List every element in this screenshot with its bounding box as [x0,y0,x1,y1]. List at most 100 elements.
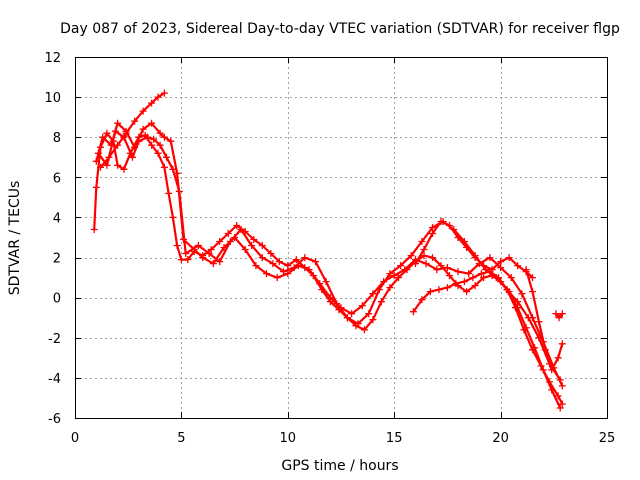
data-point [224,230,232,237]
data-point [129,153,136,161]
data-point [150,135,158,143]
data-point [301,254,309,262]
data-point [407,252,415,260]
data-point [422,260,430,268]
data-point [514,298,522,306]
data-point [465,270,473,278]
data-point [139,107,147,115]
data-point [169,213,177,221]
data-point [169,165,177,173]
data-point [433,266,441,274]
data-point [452,280,460,288]
data-point [258,242,266,249]
data-point [529,288,536,296]
data-point [358,302,366,310]
data-point [269,260,277,268]
data-point [397,262,405,270]
data-point [258,254,266,262]
y-tick-label: 4 [53,211,61,226]
data-point [454,234,462,241]
y-tick-label: -6 [48,412,61,427]
tick-layer [75,57,608,419]
data-point [369,290,377,298]
data-point [469,274,477,282]
chart-title: Day 087 of 2023, Sidereal Day-to-day VTE… [60,21,620,37]
data-point [471,254,479,262]
data-point [369,316,377,324]
data-point [395,274,402,282]
data-point [154,93,162,101]
data-point [390,272,398,280]
data-point [160,133,168,141]
data-point [420,246,428,253]
data-point [160,89,168,97]
data-point [160,163,168,171]
data-point [284,270,292,278]
data-point [148,141,156,149]
data-point [333,300,341,308]
data-point [463,288,471,296]
data-point [512,304,519,312]
data-point [263,270,270,278]
series-track-7 [522,266,566,374]
data-point [480,274,488,282]
series-layer [90,89,566,412]
series-track-4 [97,89,168,171]
data-point [555,314,563,322]
data-point [446,222,453,229]
data-point [386,270,394,278]
data-point [497,264,505,272]
data-point [241,246,249,253]
y-tick-label: 10 [44,91,61,106]
data-point [173,242,181,249]
data-point [103,161,111,169]
series-line [93,132,562,410]
data-point [167,137,175,145]
data-point [237,226,245,233]
data-point [443,284,451,292]
data-point [409,308,417,316]
data-point [477,270,485,278]
data-point [420,252,428,260]
x-tick-label: 0 [71,431,79,446]
data-point [163,153,170,161]
data-point [463,244,471,251]
data-point [92,183,100,191]
data-point [503,286,511,294]
data-point [122,129,130,137]
data-point [558,310,566,318]
data-point [365,310,373,318]
x-tick-label: 5 [177,431,185,446]
data-point [460,278,468,286]
data-point [284,262,292,270]
data-point [114,119,122,127]
data-point [290,264,298,272]
data-point [312,258,319,266]
data-point [558,382,566,390]
data-point [437,218,445,225]
data-point [94,149,102,157]
data-point [216,258,224,266]
data-point [148,119,156,127]
y-tick-label: -2 [48,332,61,347]
x-tick-label: 20 [492,431,509,446]
data-point [177,256,185,264]
series-track-6 [409,268,566,408]
data-point [507,274,515,282]
data-point [99,133,107,141]
data-point [548,366,556,374]
data-point [443,264,451,272]
data-point [486,254,494,262]
tick-label-layer: 0 5 10 15 20 25 -6 -4 -2 0 2 4 6 8 10 12 [44,51,615,446]
data-point [426,288,434,296]
data-point [556,404,564,412]
data-point [529,274,536,282]
y-tick-label: 6 [53,171,61,186]
data-point [505,254,513,262]
data-point [233,222,241,229]
data-point [135,137,143,145]
data-point [558,400,566,408]
data-point [92,157,100,165]
